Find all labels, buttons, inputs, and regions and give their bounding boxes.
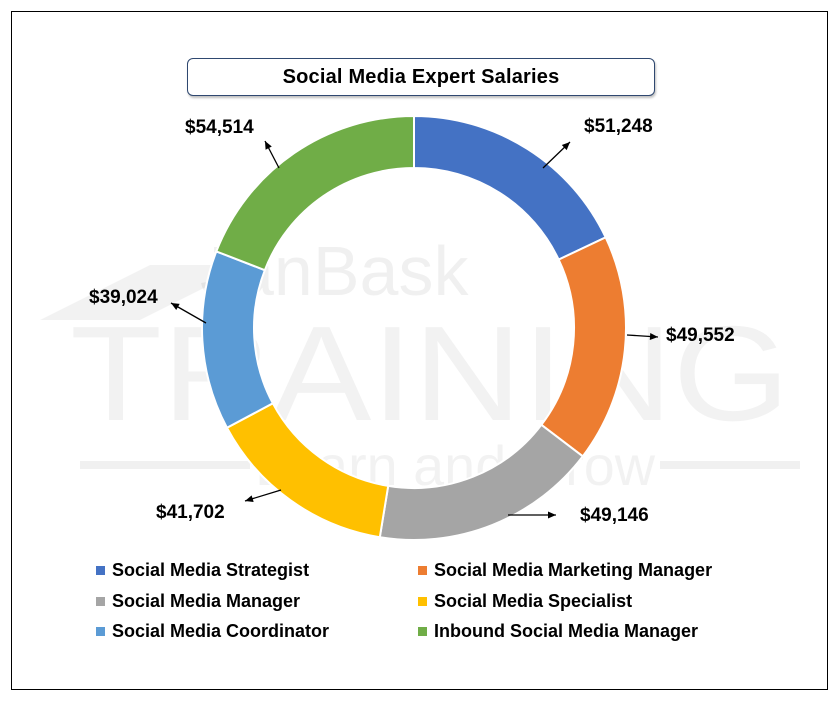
chart-title-box: Social Media Expert Salaries: [187, 58, 655, 96]
legend-item: Social Media Specialist: [418, 591, 632, 612]
legend-item: Inbound Social Media Manager: [418, 621, 698, 642]
legend-label: Inbound Social Media Manager: [434, 621, 699, 641]
legend-label: Social Media Manager: [112, 590, 301, 611]
chart-title: Social Media Expert Salaries: [282, 65, 560, 88]
arrowhead-icon: [561, 142, 570, 151]
donut-slice-inbound-social-media-manager: [215, 114, 415, 272]
data-label: $49,552: [666, 325, 735, 346]
arrowhead-icon: [548, 511, 556, 519]
legend-item: Social Media Manager: [96, 591, 300, 612]
arrowhead-icon: [265, 141, 272, 150]
donut-slice-social-media-marketing-manager: [539, 236, 627, 458]
legend-swatch-icon: [96, 627, 105, 636]
data-label: $41,702: [156, 502, 225, 523]
legend-label: Social Media Specialist: [434, 590, 633, 611]
data-label: $54,514: [185, 117, 254, 138]
arrowhead-icon: [171, 303, 180, 311]
legend-swatch-icon: [96, 566, 105, 575]
data-label: $51,248: [584, 116, 653, 137]
donut-slice-social-media-specialist: [225, 401, 390, 539]
arrowhead-icon: [649, 332, 658, 340]
legend-item: Social Media Marketing Manager: [418, 560, 712, 581]
donut-slice-social-media-strategist: [413, 114, 607, 261]
legend-swatch-icon: [96, 596, 105, 606]
donut-slice-social-media-manager: [378, 423, 585, 541]
arrowhead-icon: [245, 495, 254, 503]
donut-slice-social-media-coordinator: [201, 250, 275, 430]
legend-label: Social Media Strategist: [112, 560, 310, 580]
legend-swatch-icon: [418, 596, 427, 606]
legend-label: Social Media Coordinator: [112, 621, 330, 641]
legend-swatch-icon: [418, 566, 427, 575]
legend-item: Social Media Coordinator: [96, 621, 329, 642]
legend-label: Social Media Marketing Manager: [434, 560, 713, 580]
legend-swatch-icon: [418, 627, 427, 636]
data-label: $39,024: [89, 287, 158, 308]
legend-item: Social Media Strategist: [96, 560, 309, 581]
data-label: $49,146: [580, 505, 649, 526]
